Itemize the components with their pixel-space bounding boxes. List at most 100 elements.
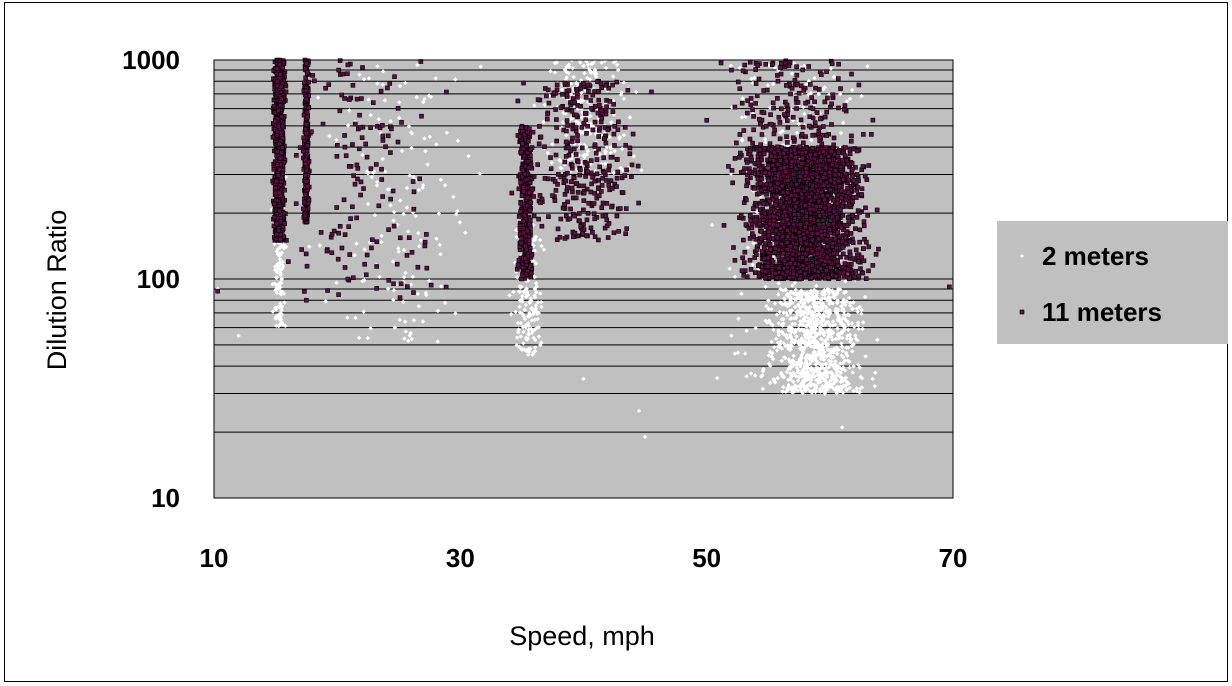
- data-point: [423, 149, 428, 154]
- data-point: [420, 183, 426, 188]
- data-point: [797, 296, 803, 302]
- data-point: [564, 118, 570, 123]
- data-point: [621, 132, 627, 138]
- data-point: [851, 364, 856, 369]
- data-point: [406, 338, 411, 344]
- data-point: [854, 306, 860, 311]
- data-point: [788, 366, 793, 371]
- data-point: [590, 127, 596, 133]
- data-point: [565, 123, 570, 128]
- data-point: [820, 375, 825, 381]
- data-point: [601, 170, 607, 175]
- data-point: [825, 328, 830, 333]
- data-point: [520, 324, 526, 330]
- data-point: [397, 83, 403, 89]
- data-point: [849, 321, 855, 326]
- data-point: [814, 385, 819, 390]
- data-point: [835, 317, 841, 323]
- data-point: [799, 340, 805, 346]
- data-point: [281, 245, 287, 251]
- data-point: [576, 153, 581, 158]
- data-point: [794, 334, 799, 339]
- data-point: [552, 70, 558, 75]
- data-point: [787, 332, 793, 338]
- data-point: [593, 150, 599, 156]
- data-point: [414, 94, 419, 100]
- data-point: [787, 364, 792, 370]
- data-point: [576, 211, 582, 216]
- data-point: [545, 150, 551, 156]
- data-point: [574, 99, 580, 104]
- data-point: [605, 235, 611, 240]
- data-point: [391, 218, 396, 223]
- data-point: [804, 324, 809, 329]
- data-point: [804, 309, 810, 314]
- data-point: [564, 75, 569, 80]
- data-point: [566, 156, 571, 162]
- data-point: [380, 156, 385, 162]
- data-point: [533, 337, 538, 343]
- data-point: [562, 80, 568, 86]
- data-point: [592, 119, 598, 125]
- data-point: [304, 61, 309, 66]
- data-point: [799, 290, 804, 295]
- data-point: [797, 358, 802, 364]
- data-point: [777, 309, 782, 315]
- data-point: [823, 383, 828, 389]
- data-point: [875, 337, 880, 343]
- data-point: [620, 168, 625, 173]
- data-point: [820, 383, 825, 389]
- data-point: [541, 119, 546, 125]
- data-point: [808, 91, 814, 96]
- data-point: [528, 200, 533, 206]
- data-point: [851, 300, 856, 305]
- data-point: [614, 213, 620, 219]
- data-point: [832, 361, 837, 367]
- data-point: [518, 285, 523, 290]
- data-point: [859, 376, 865, 381]
- data-point: [303, 179, 309, 184]
- data-point: [744, 274, 750, 280]
- data-point: [842, 290, 847, 295]
- data-point: [595, 79, 600, 85]
- data-point: [276, 123, 281, 129]
- data-point: [812, 335, 817, 340]
- data-point: [790, 326, 795, 331]
- data-point: [801, 300, 807, 306]
- data-point: [828, 323, 833, 328]
- data-point: [569, 163, 575, 168]
- data-point: [599, 115, 605, 121]
- data-point: [823, 382, 829, 387]
- data-point: [612, 148, 617, 154]
- data-point: [794, 130, 800, 136]
- data-point: [546, 100, 552, 106]
- data-point: [579, 145, 585, 151]
- data-point: [603, 150, 608, 156]
- data-point: [362, 247, 367, 252]
- data-point: [577, 218, 582, 224]
- data-point: [740, 96, 745, 101]
- data-point: [581, 63, 586, 69]
- data-point: [278, 267, 284, 272]
- data-point: [574, 90, 580, 96]
- data-point: [410, 274, 415, 280]
- data-point: [546, 93, 552, 98]
- data-point: [277, 245, 283, 251]
- data-point: [606, 170, 611, 175]
- data-point: [434, 236, 439, 241]
- data-point: [568, 91, 574, 97]
- data-point: [819, 302, 825, 307]
- data-point: [818, 297, 824, 302]
- data-point: [372, 212, 378, 218]
- data-point: [844, 99, 850, 104]
- data-point: [844, 318, 849, 323]
- data-point: [573, 125, 579, 130]
- data-point: [803, 376, 808, 381]
- data-point: [557, 234, 563, 240]
- data-point: [837, 374, 842, 379]
- data-point: [413, 177, 418, 183]
- data-point: [457, 220, 463, 225]
- data-point: [542, 144, 547, 150]
- data-point: [572, 230, 578, 236]
- data-point: [802, 384, 807, 389]
